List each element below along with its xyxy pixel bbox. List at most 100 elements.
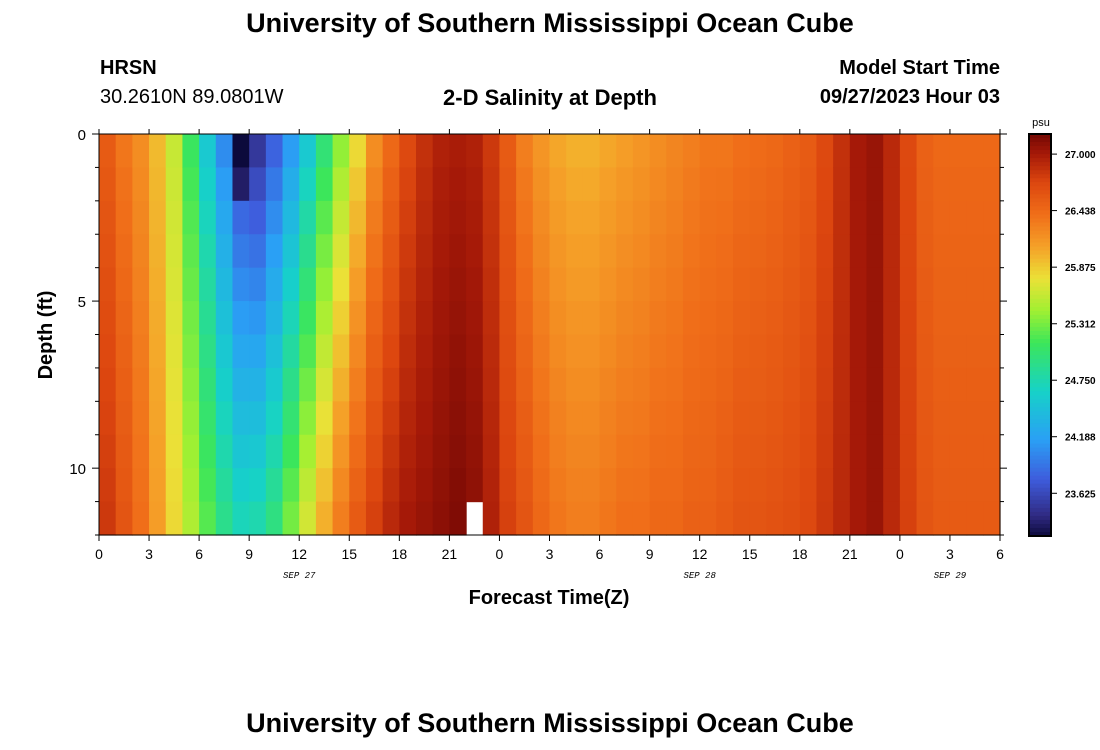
heatmap-cell (582, 134, 601, 169)
heatmap-cell (949, 267, 968, 302)
colorbar-swatch (1029, 375, 1051, 380)
heatmap-cell (783, 434, 801, 469)
heatmap-cell (766, 200, 784, 235)
heatmap-cell (165, 200, 184, 235)
colorbar-swatch (1029, 302, 1051, 308)
heatmap-cell (466, 334, 484, 369)
heatmap-cell (349, 334, 367, 369)
heatmap-cell (282, 200, 300, 235)
heatmap-cell (966, 501, 984, 536)
colorbar-swatch (1029, 290, 1051, 296)
heatmap-cell (215, 434, 234, 469)
heatmap-cell (883, 200, 901, 235)
heatmap-cell (349, 200, 367, 235)
heatmap-cell (132, 434, 150, 469)
heatmap-cell (215, 134, 234, 169)
colorbar-swatch (1029, 330, 1051, 336)
heatmap-cell (516, 401, 534, 436)
heatmap-cell (983, 334, 1001, 369)
heatmap-cell (416, 200, 434, 235)
colorbar-swatch (1029, 210, 1051, 215)
heatmap-cell (315, 267, 334, 302)
heatmap-cell (783, 468, 801, 503)
heatmap-cell (466, 401, 484, 436)
x-tick-label: 3 (145, 546, 153, 562)
model-start-label: Model Start Time (839, 57, 1000, 79)
heatmap-cell (699, 468, 717, 503)
colorbar-tick-label: 24.188 (1065, 433, 1096, 444)
heatmap-cell (799, 234, 818, 269)
heatmap-cell (132, 267, 150, 302)
colorbar-swatch (1029, 411, 1051, 416)
heatmap-cell (432, 501, 450, 536)
heatmap-cell (432, 200, 450, 235)
heatmap-cell (115, 468, 133, 503)
heatmap-cell (332, 167, 350, 202)
heatmap-cell (799, 267, 818, 302)
heatmap-cell (632, 200, 651, 235)
heatmap-cell (933, 334, 951, 369)
heatmap-cell (666, 234, 684, 269)
station-name: HRSN (100, 57, 157, 79)
heatmap-cell (816, 334, 834, 369)
heatmap-cell (466, 434, 484, 469)
heatmap-cell (332, 334, 350, 369)
heatmap-cell (983, 200, 1001, 235)
colorbar-swatch (1029, 363, 1051, 368)
heatmap-cell (482, 367, 501, 402)
heatmap-cell (682, 501, 701, 536)
heatmap-cell (265, 167, 284, 202)
heatmap-cell (649, 200, 667, 235)
heatmap-cell (983, 167, 1001, 202)
heatmap-cell (833, 334, 851, 369)
heatmap-cell (99, 267, 117, 302)
heatmap-cell (215, 367, 234, 402)
heatmap-cell (99, 334, 117, 369)
heatmap-cell (115, 234, 133, 269)
heatmap-cell (549, 167, 567, 202)
heatmap-cell (449, 401, 467, 436)
heatmap-cell (899, 301, 918, 336)
heatmap-cell (616, 334, 634, 369)
heatmap-cell (899, 334, 918, 369)
heatmap-cell (566, 468, 584, 503)
heatmap-cell (249, 501, 267, 536)
x-tick-label: 18 (792, 546, 808, 562)
heatmap-cell (566, 334, 584, 369)
x-tick-label: 12 (291, 546, 307, 562)
heatmap-cell (766, 367, 784, 402)
heatmap-cell (749, 134, 768, 169)
heatmap-cell (365, 301, 384, 336)
heatmap-cell (115, 401, 133, 436)
heatmap-cell (349, 234, 367, 269)
heatmap-cell (349, 501, 367, 536)
heatmap-cell (716, 234, 734, 269)
colorbar: 27.000 26.438 25.875 25.312 24.750 24.188 23.6… (1028, 133, 1096, 537)
heatmap-cell (165, 167, 184, 202)
heatmap-cell (933, 434, 951, 469)
colorbar-swatch (1029, 367, 1051, 372)
heatmap-cell (599, 401, 617, 436)
colorbar-swatch (1029, 335, 1051, 340)
heatmap-cell (99, 401, 117, 436)
heatmap-cell (349, 167, 367, 202)
heatmap-cell (733, 234, 751, 269)
colorbar-swatch (1029, 266, 1051, 272)
heatmap-cell (115, 267, 133, 302)
heatmap-cell (699, 134, 717, 169)
heatmap-cell (666, 434, 684, 469)
heatmap-cell (649, 434, 667, 469)
x-tick-label: 0 (496, 546, 504, 562)
heatmap-cell (115, 167, 133, 202)
heatmap-cell (382, 367, 400, 402)
heatmap-cell (132, 334, 150, 369)
heatmap-cell (382, 334, 400, 369)
heatmap-cell (365, 167, 384, 202)
heatmap-cell (632, 301, 651, 336)
colorbar-swatch (1029, 182, 1051, 187)
heatmap-cell (182, 367, 200, 402)
colorbar-swatch (1029, 499, 1051, 505)
heatmap-cell (499, 301, 517, 336)
heatmap-cell (382, 501, 400, 536)
heatmap-cell (766, 501, 784, 536)
